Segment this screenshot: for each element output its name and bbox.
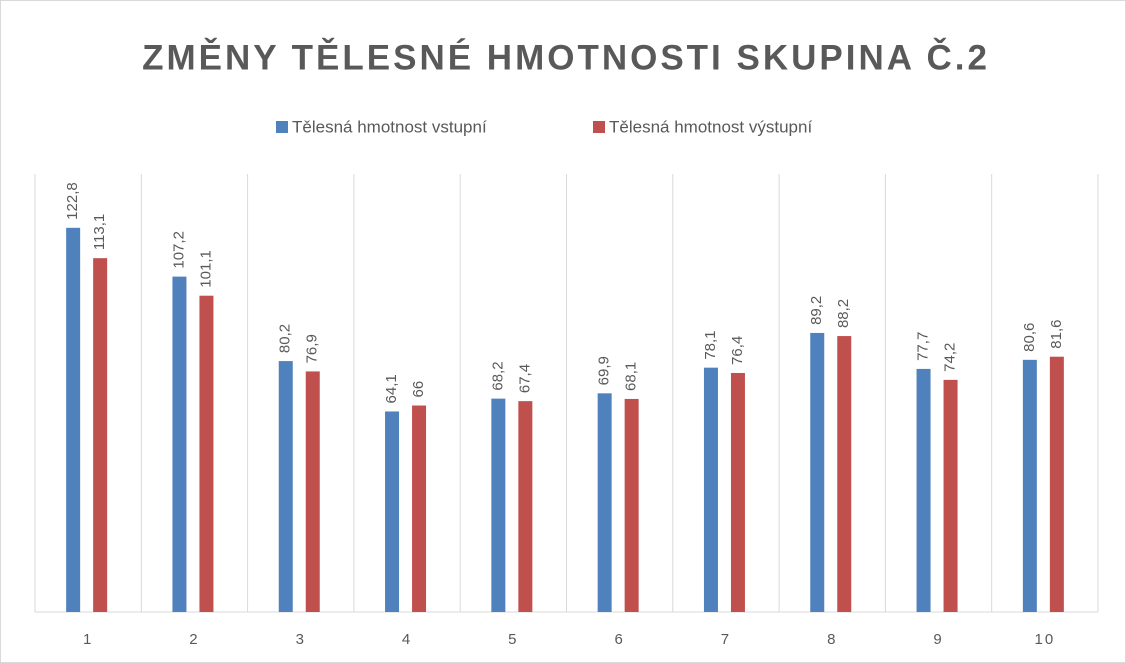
data-label: 80,2: [277, 324, 294, 353]
data-label: 101,1: [197, 250, 214, 288]
bar: [597, 393, 612, 612]
data-label: 88,2: [835, 299, 852, 328]
bar: [810, 332, 825, 612]
bar: [412, 405, 427, 612]
bar: [1022, 359, 1037, 612]
legend-label: Tělesná hmotnost vstupní: [292, 117, 487, 136]
x-tick-label: 3: [296, 631, 306, 648]
bar: [385, 411, 400, 612]
data-label: 76,4: [729, 336, 746, 365]
legend-swatch: [593, 121, 605, 133]
data-label: 80,6: [1021, 323, 1038, 352]
x-tick-label: 1: [83, 631, 93, 648]
bar: [837, 336, 852, 612]
x-tick-label: 2: [189, 631, 199, 648]
legend-swatch: [276, 121, 288, 133]
data-label: 107,2: [170, 231, 187, 269]
data-label: 74,2: [942, 343, 959, 372]
data-label: 64,1: [383, 374, 400, 403]
bar: [916, 368, 931, 612]
data-label: 122,8: [64, 182, 81, 220]
bar: [624, 398, 639, 612]
data-label: 76,9: [304, 334, 321, 363]
bar: [943, 379, 958, 612]
x-tick-label: 5: [508, 631, 518, 648]
x-tick-label: 7: [721, 631, 731, 648]
chart-title: ZMĚNY TĚLESNÉ HMOTNOSTI SKUPINA Č.2: [142, 37, 990, 77]
data-label: 69,9: [596, 356, 613, 385]
x-tick-label: 4: [402, 631, 412, 648]
bar: [66, 227, 81, 612]
data-label: 77,7: [915, 332, 932, 361]
bar: [703, 367, 718, 612]
x-tick-label: 9: [933, 631, 943, 648]
bar: [278, 361, 293, 612]
data-label: 78,1: [702, 330, 719, 359]
data-label: 113,1: [91, 214, 108, 250]
data-label: 68,2: [489, 361, 506, 390]
bar: [93, 258, 108, 612]
x-tick-label: 8: [827, 631, 837, 648]
legend-label: Tělesná hmotnost výstupní: [609, 117, 812, 136]
x-tick-label: 10: [1035, 631, 1056, 648]
bar: [172, 276, 187, 612]
bar: [518, 401, 533, 612]
data-label: 89,2: [808, 296, 825, 325]
bar: [730, 372, 745, 612]
bar: [199, 295, 214, 612]
bar: [1049, 356, 1064, 612]
data-label: 67,4: [516, 364, 533, 393]
data-label: 66: [410, 381, 427, 398]
bar: [305, 371, 320, 612]
data-label: 81,6: [1048, 320, 1065, 349]
x-tick-label: 6: [614, 631, 624, 648]
bar: [491, 398, 506, 612]
data-label: 68,1: [623, 362, 640, 391]
